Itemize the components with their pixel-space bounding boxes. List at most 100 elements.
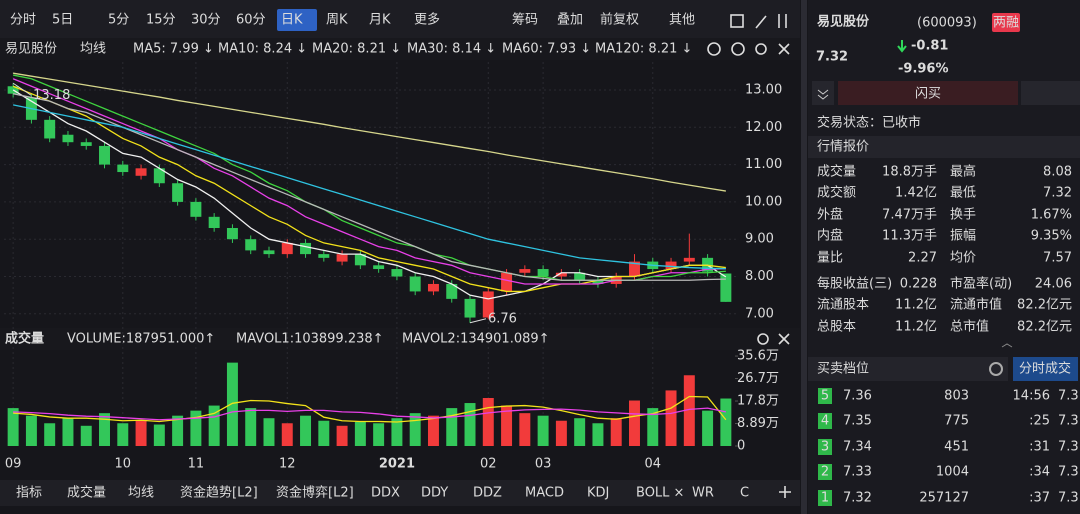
- indicator-tab[interactable]: DDZ: [473, 486, 502, 501]
- tool-tab[interactable]: 叠加: [557, 13, 583, 28]
- volume-bar: [99, 413, 110, 446]
- volume-bar: [427, 415, 439, 446]
- volume-bar: [574, 418, 586, 446]
- volume-title[interactable]: 成交量: [5, 331, 44, 347]
- settings-icon[interactable]: [989, 362, 1003, 376]
- book-volume: 1004: [936, 465, 969, 480]
- trade-price: 7.3: [1058, 440, 1079, 455]
- quote-label: 量比: [817, 251, 843, 266]
- quote-change-pct: -9.96%: [898, 62, 949, 77]
- indicator-tab[interactable]: C: [740, 486, 749, 501]
- period-tab[interactable]: 60分: [236, 13, 266, 28]
- indicator-tab[interactable]: 成交量: [67, 485, 106, 501]
- volume-bar: [135, 420, 147, 446]
- period-tab[interactable]: 月K: [369, 13, 391, 28]
- period-tab[interactable]: 更多: [414, 12, 440, 28]
- quote-label: 成交量: [817, 164, 856, 180]
- candle-body: [99, 145, 110, 165]
- section-bar: [808, 136, 1080, 158]
- ma-menu[interactable]: 均线: [80, 42, 106, 57]
- period-tab[interactable]: 30分: [191, 13, 221, 28]
- indicator-tab[interactable]: BOLL ×: [636, 486, 684, 501]
- tool-tab[interactable]: 其他: [669, 13, 695, 28]
- indicator-tab[interactable]: 指标: [16, 486, 42, 501]
- quote-value: 11.2亿: [895, 298, 937, 313]
- max-pointer: [12, 82, 32, 96]
- ma-line: [13, 395, 727, 423]
- indicator-tab[interactable]: WR: [692, 486, 714, 501]
- trades-tab[interactable]: [1013, 357, 1078, 381]
- volume-bar: [592, 423, 604, 446]
- candle-body: [62, 134, 74, 143]
- indicator-tab[interactable]: MACD: [525, 486, 564, 501]
- tool-tab[interactable]: 筹码: [512, 12, 538, 28]
- grid-icon[interactable]: [730, 14, 744, 28]
- gear-icon[interactable]: [757, 333, 769, 345]
- level-badge: [818, 413, 832, 429]
- volume-bar: [281, 423, 293, 446]
- collapse-btn[interactable]: [812, 81, 834, 105]
- gear-icon[interactable]: [755, 43, 767, 55]
- period-tab[interactable]: 日K: [281, 13, 303, 28]
- candle-body: [537, 269, 549, 277]
- candle-body: [336, 254, 348, 262]
- quote-label: 总市值: [950, 319, 989, 335]
- plus-icon[interactable]: [731, 42, 745, 56]
- book-title: 买卖档位: [817, 362, 869, 377]
- flash-buy-btn[interactable]: [838, 81, 1018, 105]
- quote-label: 最低: [950, 186, 976, 201]
- period-tab[interactable]: 15分: [146, 13, 176, 28]
- volume-bar: [172, 415, 184, 446]
- close-icon[interactable]: [778, 333, 790, 345]
- tool-tab[interactable]: 前复权: [600, 12, 639, 28]
- indicator-tab[interactable]: 均线: [128, 486, 154, 501]
- quote-value: 82.2亿元: [1017, 298, 1072, 313]
- candle-body: [354, 254, 366, 266]
- ma-line: [13, 72, 726, 192]
- indicator-tab[interactable]: DDX: [371, 486, 400, 501]
- expand-icon: [1001, 343, 1013, 348]
- quote-label: 流通股本: [817, 298, 869, 313]
- indicator-tab[interactable]: 资金趋势[L2]: [180, 485, 258, 501]
- book-volume: 451: [944, 440, 969, 455]
- volume-bar: [25, 415, 37, 446]
- indicator-tab[interactable]: KDJ: [587, 486, 609, 501]
- x-tick-label: 03: [535, 457, 552, 472]
- quote-value: 2.27: [908, 251, 937, 266]
- flash-buy[interactable]: 闪买: [915, 87, 941, 102]
- close-icon[interactable]: [778, 43, 790, 55]
- period-tab[interactable]: 5分: [108, 13, 129, 28]
- trade-time: 14:56: [1013, 389, 1050, 404]
- more-icon[interactable]: [778, 14, 787, 28]
- trade-time: :37: [1029, 491, 1050, 506]
- draw-icon[interactable]: [755, 15, 767, 29]
- active-tab-bg: [277, 9, 317, 31]
- trades-title[interactable]: 分时成交: [1019, 361, 1071, 377]
- candle-body: [80, 142, 92, 146]
- quote-value: 1.67%: [1031, 208, 1072, 223]
- volume-bar: [117, 423, 129, 446]
- quote-value: 7.47万手: [882, 208, 937, 223]
- volume-bar: [7, 408, 19, 446]
- candle-body: [373, 265, 385, 270]
- candle-body: [519, 269, 531, 273]
- add-icon[interactable]: [779, 486, 791, 498]
- volume-bar: [245, 408, 257, 446]
- ma-line: [12, 78, 726, 285]
- candle-body: [245, 239, 257, 251]
- quote-value: 9.35%: [1031, 229, 1072, 244]
- legend-entry: MA30: 8.14 ↓: [407, 42, 496, 57]
- candle-body: [263, 250, 275, 255]
- minus-icon[interactable]: [707, 42, 721, 56]
- trade-price: 7.3: [1058, 389, 1079, 404]
- x-tick-label: 09: [5, 457, 22, 472]
- period-tab[interactable]: 周K: [326, 13, 348, 28]
- indicator-tab[interactable]: DDY: [421, 486, 448, 501]
- period-tab[interactable]: 5日: [52, 13, 73, 28]
- quote-label: 换手: [950, 208, 976, 223]
- side-btn[interactable]: [1021, 81, 1080, 105]
- period-tab[interactable]: 分时: [10, 13, 36, 28]
- level-badge: [818, 490, 832, 506]
- indicator-tab[interactable]: 资金博弈[L2]: [276, 485, 354, 501]
- candle-body: [592, 280, 604, 284]
